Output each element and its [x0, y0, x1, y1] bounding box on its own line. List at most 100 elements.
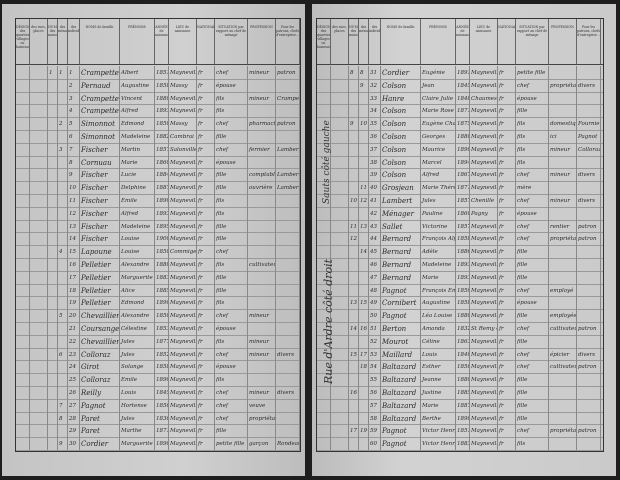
cell: Mayneville — [169, 91, 197, 105]
cell-empty — [30, 194, 48, 207]
cell: Martin — [120, 142, 155, 156]
table-row: 111343SalletVictorine1857Maynevillefrche… — [317, 219, 603, 234]
cell: Mayneville — [470, 386, 498, 399]
cell: 12 — [68, 206, 80, 220]
cell-empty — [331, 194, 349, 207]
cell: fr — [498, 219, 516, 233]
cell: Hortense — [120, 398, 155, 412]
cell: Berthe — [421, 411, 456, 425]
cell: 27 — [68, 398, 80, 412]
cell: fr — [197, 386, 215, 399]
cell — [248, 424, 276, 438]
cell: Simonnot — [80, 130, 120, 143]
cell: Pagnot — [577, 130, 601, 143]
cell: divers — [276, 347, 300, 361]
cell — [276, 245, 300, 258]
cell: fr — [197, 130, 215, 143]
cell: Marcel — [421, 155, 456, 169]
cell: 21 — [68, 322, 80, 335]
cell — [48, 142, 58, 156]
cell — [349, 142, 359, 156]
cell — [248, 373, 276, 386]
cell-empty — [317, 258, 331, 271]
cell: Mayneville — [169, 309, 197, 322]
cell: Mayneville — [470, 232, 498, 246]
table-row: 57BaltazardMarie1887Maynevillefrfille — [317, 398, 603, 413]
cell — [48, 386, 58, 399]
cell — [58, 232, 68, 246]
cell: fr — [197, 334, 215, 348]
cell: chef — [516, 78, 549, 92]
cell: 5 — [58, 309, 68, 322]
cell — [48, 398, 58, 412]
cell: fr — [498, 78, 516, 92]
cell: 1857 — [456, 194, 470, 207]
cell — [577, 245, 601, 258]
header-label: NUMÉROS — [349, 25, 358, 29]
cell: épouse — [215, 78, 248, 92]
cell: Mayneville — [470, 347, 498, 361]
cell: 12 — [359, 194, 369, 207]
cell: Maillard — [381, 347, 421, 361]
table-row: 46BernardMadeleine1893Maynevillefrfille — [317, 258, 603, 272]
cell-empty — [331, 360, 349, 374]
cell: comptable — [248, 168, 276, 182]
cell: cultivateur — [549, 360, 577, 374]
cell: fille — [215, 181, 248, 194]
cell: Mayneville — [169, 258, 197, 271]
cell: fr — [498, 155, 516, 169]
cell: 1893 — [456, 258, 470, 271]
cell — [359, 130, 369, 143]
cell-empty — [317, 398, 331, 412]
cell-empty — [331, 373, 349, 386]
cell: 4 — [58, 245, 68, 258]
column-header: NUMÉROSdes maisons — [48, 19, 58, 64]
cell — [48, 117, 58, 130]
cell: 41 — [369, 194, 381, 207]
cell-empty — [16, 142, 30, 156]
cell-empty — [30, 270, 48, 284]
cell — [359, 232, 369, 246]
table-row: 131549CornibertAugustine1858Maynevillefr… — [317, 296, 603, 311]
cell-empty — [331, 386, 349, 399]
column-header: NATIONALITÉ — [498, 19, 516, 64]
cell — [58, 296, 68, 310]
cell — [349, 373, 359, 386]
cell-empty — [331, 232, 349, 246]
cell: 32 — [369, 78, 381, 92]
cell: fr — [498, 398, 516, 412]
cell: 19 — [68, 296, 80, 310]
cell: Eugène Charles — [421, 117, 456, 130]
table-row: 22ChevaillierJules1877Maynevillefrfilsmi… — [16, 334, 300, 349]
cell: Mayneville — [470, 334, 498, 348]
cell: fille — [516, 386, 549, 399]
cell: Pelletier — [80, 270, 120, 284]
cell: Chevaillier — [80, 309, 120, 322]
cell: fr — [197, 373, 215, 386]
cell-empty — [331, 155, 349, 169]
cell: Delphine — [120, 181, 155, 194]
cell — [48, 322, 58, 335]
cell: 4 — [68, 104, 80, 118]
cell — [549, 386, 577, 399]
cell: 54 — [369, 360, 381, 374]
cell-empty — [331, 130, 349, 143]
cell-empty — [317, 373, 331, 386]
cell: Jules — [120, 334, 155, 348]
cell-empty — [317, 155, 331, 169]
cell: fils — [215, 104, 248, 118]
cell — [349, 78, 359, 92]
cell: 46 — [369, 258, 381, 271]
cell — [276, 270, 300, 284]
cell: mineur — [248, 347, 276, 361]
cell: Cambrai — [169, 130, 197, 143]
cell: Commiges — [169, 245, 197, 258]
cell-empty — [30, 386, 48, 399]
cell: Bernard — [381, 258, 421, 271]
margin-note-street: Sauts côté gauche — [322, 120, 332, 204]
cell: fr — [498, 91, 516, 105]
cell: 1850 — [155, 245, 169, 258]
cell: 1832 — [456, 322, 470, 335]
